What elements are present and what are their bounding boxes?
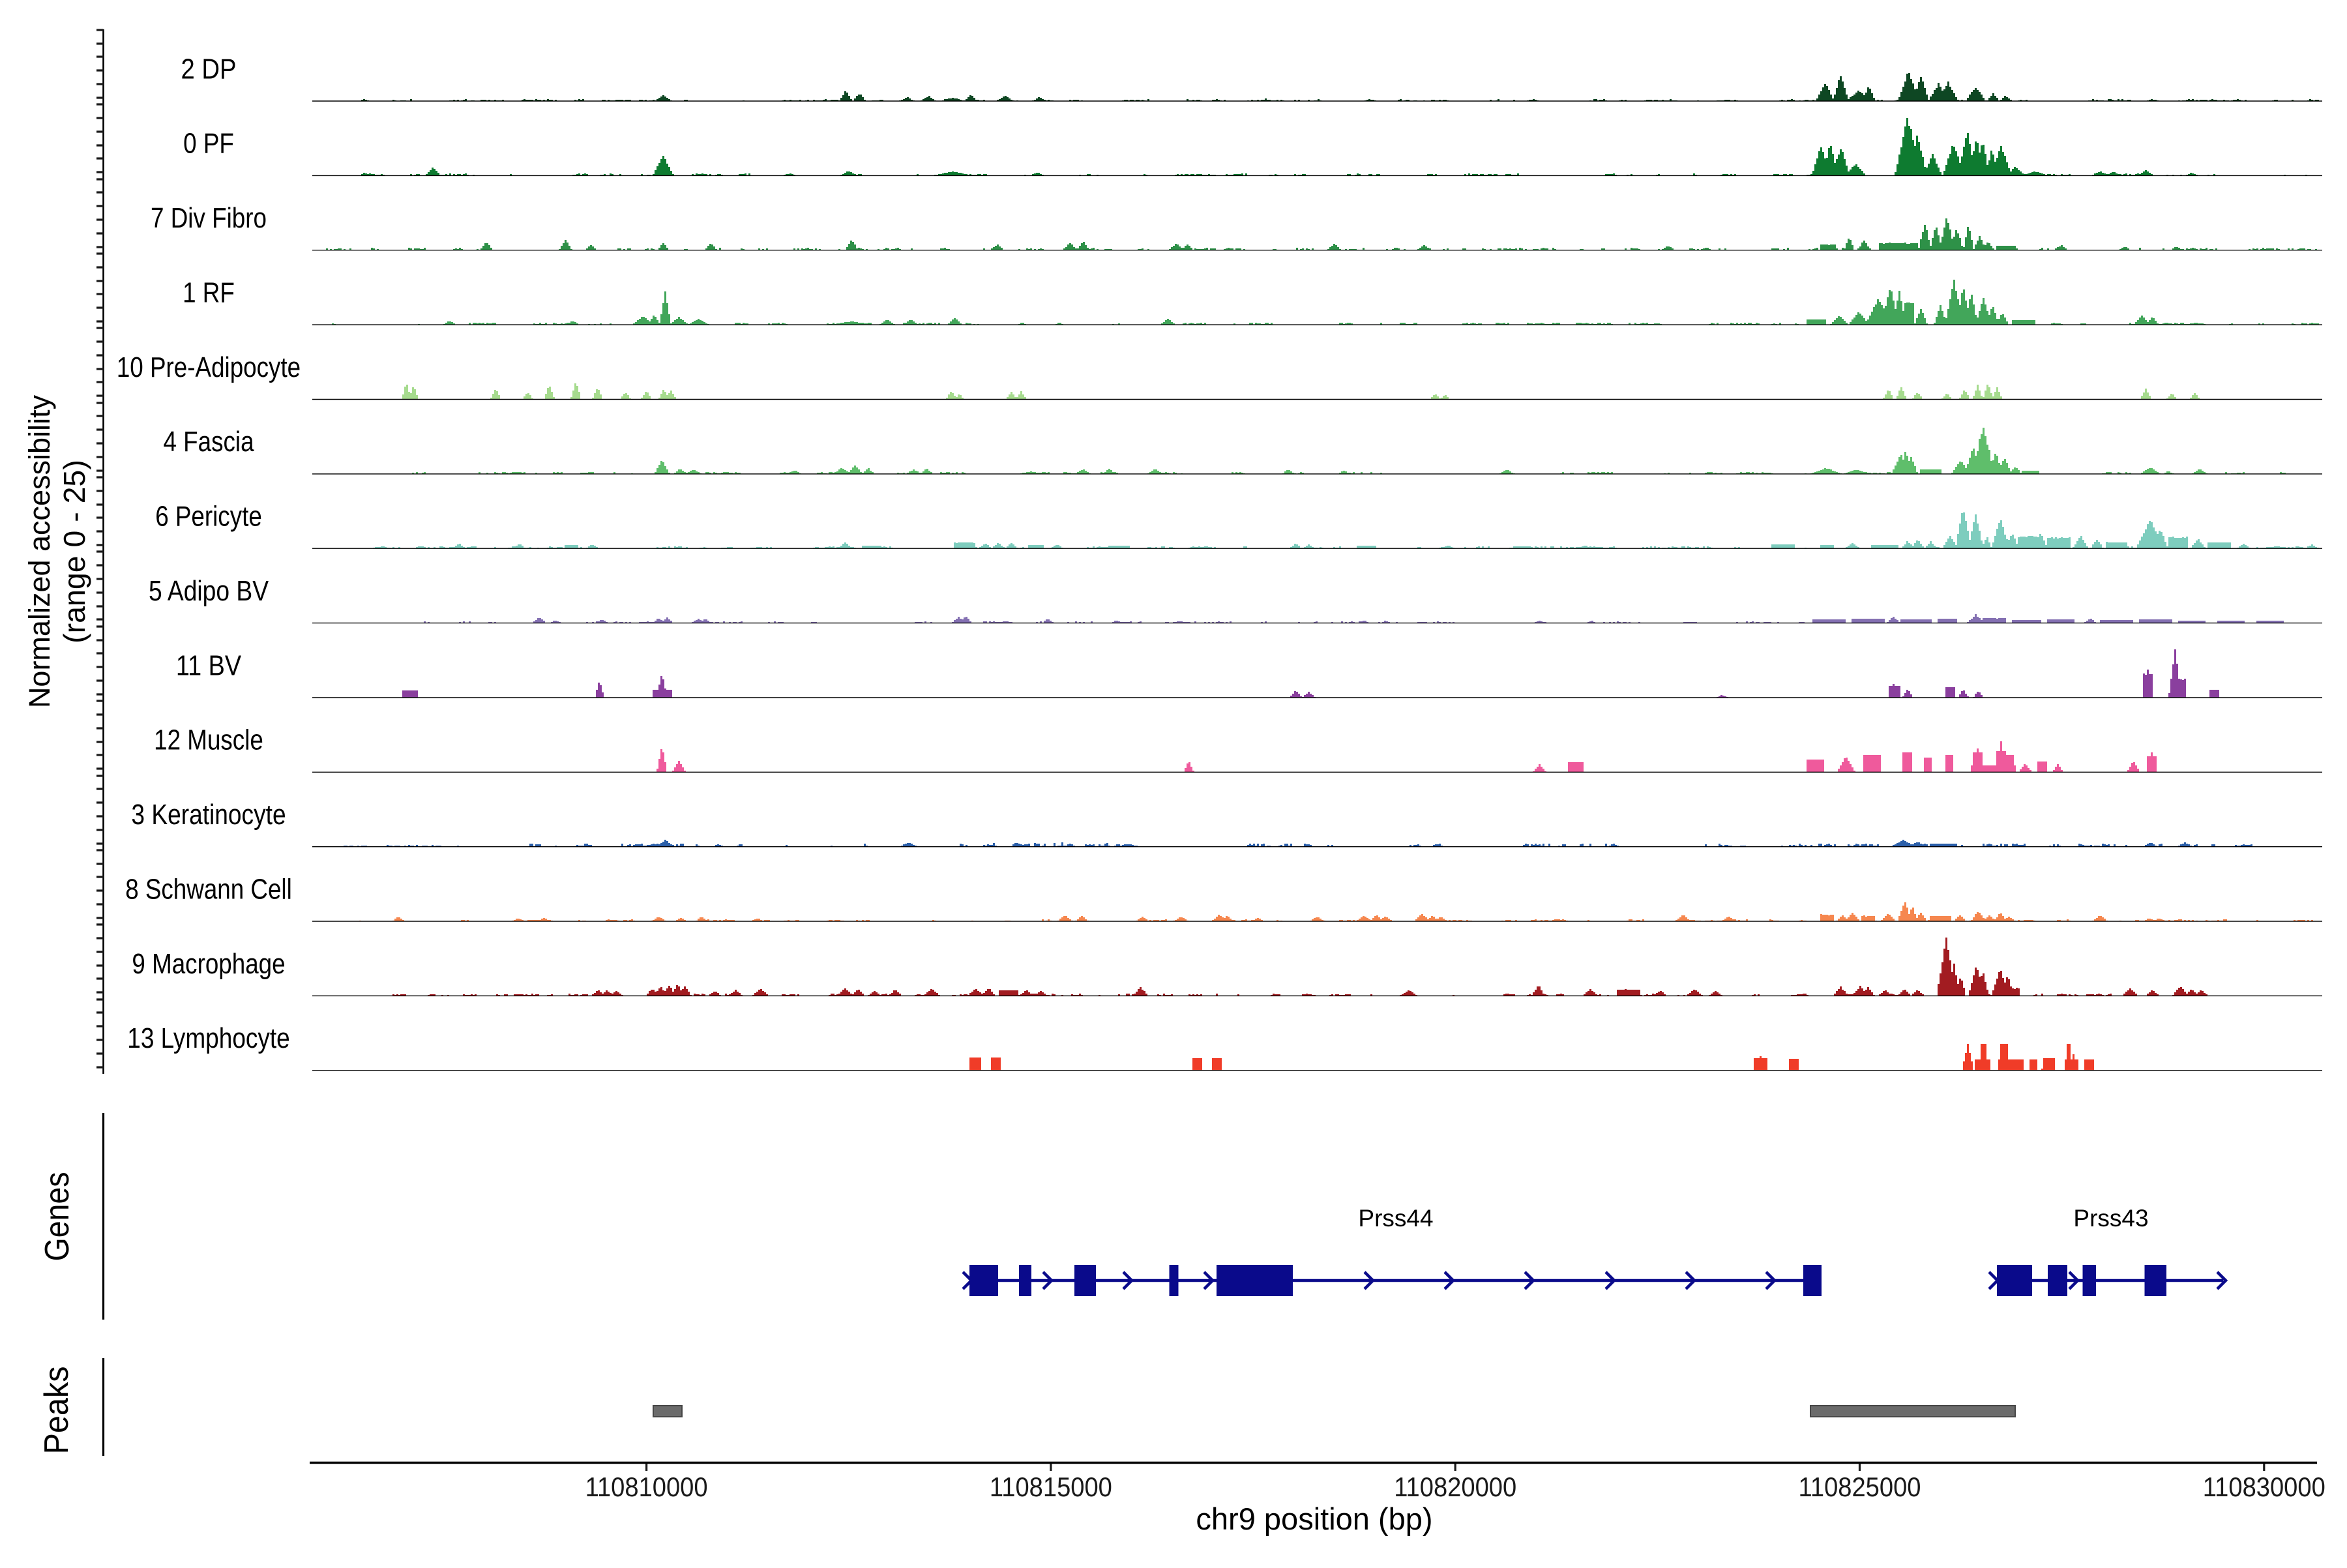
svg-text:1 RF: 1 RF [183, 276, 235, 308]
svg-text:5 Adipo BV: 5 Adipo BV [149, 575, 269, 607]
svg-text:0 PF: 0 PF [183, 128, 234, 160]
svg-text:(range 0 - 25): (range 0 - 25) [57, 460, 91, 643]
svg-text:110830000: 110830000 [2203, 1472, 2325, 1502]
svg-text:2 DP: 2 DP [181, 53, 237, 85]
svg-text:3 Keratinocyte: 3 Keratinocyte [131, 799, 286, 831]
svg-text:10 Pre-Adipocyte: 10 Pre-Adipocyte [117, 351, 301, 383]
svg-text:12 Muscle: 12 Muscle [154, 724, 263, 756]
svg-text:4 Fascia: 4 Fascia [163, 426, 254, 458]
svg-text:chr9 position (bp): chr9 position (bp) [1196, 1501, 1432, 1536]
svg-text:Peaks: Peaks [38, 1367, 76, 1455]
svg-text:Normalized accessibility: Normalized accessibility [23, 394, 56, 708]
svg-text:8 Schwann Cell: 8 Schwann Cell [125, 873, 292, 905]
svg-text:110810000: 110810000 [585, 1472, 708, 1502]
svg-text:6 Pericyte: 6 Pericyte [155, 501, 262, 533]
svg-text:9 Macrophage: 9 Macrophage [132, 948, 285, 980]
svg-text:11 BV: 11 BV [176, 649, 242, 681]
svg-text:110815000: 110815000 [990, 1472, 1112, 1502]
svg-text:110820000: 110820000 [1394, 1472, 1516, 1502]
svg-text:110825000: 110825000 [1799, 1472, 1921, 1502]
svg-text:Prss44: Prss44 [1358, 1205, 1433, 1232]
svg-text:Genes: Genes [38, 1172, 76, 1262]
svg-text:7 Div Fibro: 7 Div Fibro [151, 202, 267, 234]
svg-text:13 Lymphocyte: 13 Lymphocyte [127, 1022, 290, 1054]
svg-text:Prss43: Prss43 [2073, 1205, 2148, 1232]
